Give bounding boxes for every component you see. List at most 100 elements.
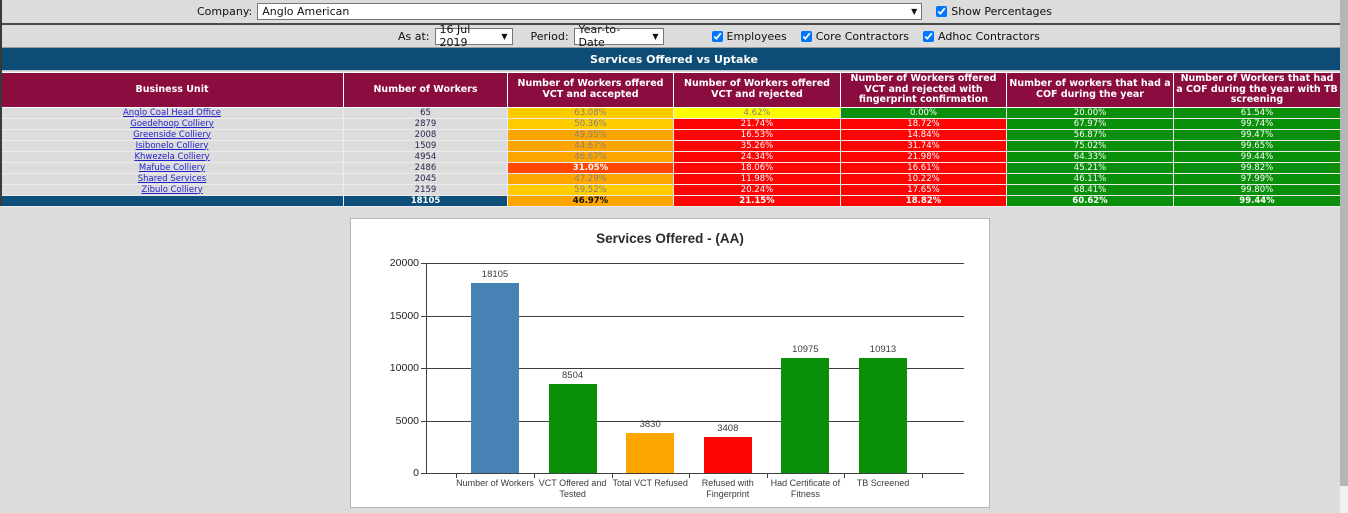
percentage-cell: 75.02% — [1006, 139, 1174, 152]
business-unit-cell: Goedehoop Colliery — [0, 117, 344, 130]
core-contractors-checkbox[interactable] — [800, 30, 812, 42]
y-axis-label: 10000 — [389, 362, 419, 374]
workers-count-cell: 2159 — [343, 183, 508, 196]
business-unit-cell: Khwezela Colliery — [0, 150, 344, 163]
y-axis-tick — [421, 263, 426, 264]
percentage-cell: 18.82% — [840, 194, 1007, 207]
services-offered-chart: Services Offered - (AA) 0 5000 10000 15000 2… — [350, 218, 990, 508]
y-axis-label: 5000 — [395, 414, 419, 427]
percentage-cell: 21.74% — [673, 117, 841, 130]
percentage-cell: 68.41% — [1006, 183, 1174, 196]
bar-vct-offered-and-tested — [548, 383, 597, 473]
percentage-cell: 4.62% — [673, 106, 841, 119]
business-unit-cell: Zibulo Colliery — [0, 183, 344, 196]
employees-label[interactable]: Employees — [726, 29, 787, 43]
business-unit-link[interactable]: Mafube Colliery — [138, 162, 206, 173]
business-unit-link[interactable]: Isibonelo Colliery — [135, 140, 209, 151]
percentage-cell: 49.95% — [507, 128, 674, 141]
x-axis-category-label: Number of Workers — [456, 478, 534, 488]
bar-had-certificate-of-fitness — [781, 357, 830, 473]
percentage-cell: 17.65% — [840, 183, 1007, 196]
percentage-cell: 99.47% — [1173, 128, 1341, 141]
col-vct-rejected-fingerprint: Number of Workers offered VCT and reject… — [840, 72, 1007, 108]
y-axis-label: 20000 — [389, 257, 419, 269]
business-unit-cell: Greenside Colliery — [0, 128, 344, 141]
percentage-cell: 46.11% — [1006, 172, 1174, 185]
bar-total-vct-refused — [626, 432, 675, 473]
employees-checkbox[interactable] — [711, 30, 723, 42]
vertical-scrollbar[interactable] — [1340, 0, 1348, 513]
business-unit-cell: Isibonelo Colliery — [0, 139, 344, 152]
core-contractors-label[interactable]: Core Contractors — [815, 29, 910, 43]
y-axis-tick — [421, 473, 426, 474]
services-table-wrap: Business Unit Number of Workers Number o… — [0, 72, 1341, 207]
percentage-cell: 99.80% — [1173, 183, 1341, 196]
table-row: Anglo Coal Head Office 65 63.08% 4.62% 0.00%… — [0, 106, 1341, 119]
y-axis-tick — [421, 368, 426, 369]
table-row: Isibonelo Colliery 1509 44.67% 35.26% 31.74%… — [0, 139, 1341, 152]
as-at-select[interactable]: 16 Jul 2019 ▼ — [434, 23, 513, 49]
period-label: Period: — [530, 29, 569, 43]
percentage-cell: 60.62% — [1006, 194, 1174, 207]
dropdown-arrow-icon: ▼ — [911, 7, 918, 16]
gridline — [426, 473, 964, 474]
bar-value-label: 10913 — [869, 344, 897, 356]
show-percentages-checkbox[interactable] — [936, 6, 948, 17]
show-percentages-label[interactable]: Show Percentages — [951, 5, 1053, 18]
bar-value-label: 3408 — [717, 423, 739, 435]
percentage-cell: 46.67% — [507, 150, 674, 163]
percentage-cell: 46.97% — [507, 194, 674, 207]
business-unit-cell: Anglo Coal Head Office — [0, 106, 344, 119]
period-select-value: Year-to-Date — [578, 23, 621, 49]
dropdown-arrow-icon: ▼ — [652, 31, 659, 41]
percentage-cell: 63.08% — [507, 106, 674, 119]
bar-refused-with-fingerprint — [703, 437, 752, 473]
business-unit-link[interactable]: Khwezela Colliery — [134, 151, 210, 162]
percentage-cell: 20.24% — [673, 183, 841, 196]
chart-plot-area: 0 5000 10000 15000 20000 18105 Number of Worke… — [390, 257, 964, 499]
adhoc-contractors-label[interactable]: Adhoc Contractors — [938, 29, 1040, 43]
col-number-of-workers: Number of Workers — [343, 72, 508, 108]
workers-count-cell: 2879 — [343, 117, 508, 130]
percentage-cell: 99.44% — [1173, 194, 1341, 207]
company-select[interactable]: Anglo American ▼ — [257, 3, 923, 20]
bar-value-label: 8504 — [562, 369, 584, 381]
table-row: Mafube Colliery 2486 31.05% 18.06% 16.61% 45.… — [0, 161, 1341, 174]
percentage-cell: 16.61% — [840, 161, 1007, 174]
gridline — [426, 263, 964, 264]
business-unit-link[interactable]: Shared Services — [137, 173, 207, 184]
workers-count-cell: 2486 — [343, 161, 508, 174]
adhoc-contractors-checkbox[interactable] — [923, 30, 935, 42]
percentage-cell: 44.67% — [507, 139, 674, 152]
x-axis-tick — [922, 474, 923, 478]
period-select[interactable]: Year-to-Date ▼ — [573, 23, 664, 49]
percentage-cell: 20.00% — [1006, 106, 1174, 119]
table-row: Khwezela Colliery 4954 46.67% 24.34% 21.98% 6… — [0, 150, 1341, 163]
y-axis-label: 0 — [413, 467, 419, 479]
percentage-cell: 10.22% — [840, 172, 1007, 185]
business-unit-link[interactable]: Goedehoop Colliery — [130, 118, 214, 129]
dropdown-arrow-icon: ▼ — [501, 31, 508, 41]
as-at-select-value: 16 Jul 2019 — [439, 23, 471, 49]
business-unit-cell — [0, 194, 344, 207]
table-row: Zibulo Colliery 2159 59.52% 20.24% 17.65% 68.… — [0, 183, 1341, 196]
percentage-cell: 11.98% — [673, 172, 841, 185]
col-business-unit: Business Unit — [0, 72, 344, 108]
scrollbar-thumb[interactable] — [1340, 0, 1348, 486]
percentage-cell: 64.33% — [1006, 150, 1174, 163]
percentage-cell: 59.52% — [507, 183, 674, 196]
x-axis-tick — [456, 474, 457, 478]
gridline — [426, 368, 964, 369]
business-unit-link[interactable]: Anglo Coal Head Office — [122, 107, 221, 118]
business-unit-link[interactable]: Greenside Colliery — [133, 129, 211, 140]
business-unit-link[interactable]: Zibulo Colliery — [141, 184, 203, 195]
workers-count-cell: 18105 — [343, 194, 508, 207]
bar-value-label: 18105 — [481, 268, 509, 280]
table-total-row: 18105 46.97% 21.15% 18.82% 60.62% 99.44% — [0, 194, 1341, 207]
x-axis-tick — [844, 474, 846, 478]
percentage-cell: 56.87% — [1006, 128, 1174, 141]
business-unit-cell: Shared Services — [0, 172, 344, 185]
percentage-cell: 99.74% — [1173, 117, 1341, 130]
percentage-cell: 99.82% — [1173, 161, 1341, 174]
company-toolbar: Company: Anglo American ▼ Show Percentag… — [0, 0, 1348, 25]
